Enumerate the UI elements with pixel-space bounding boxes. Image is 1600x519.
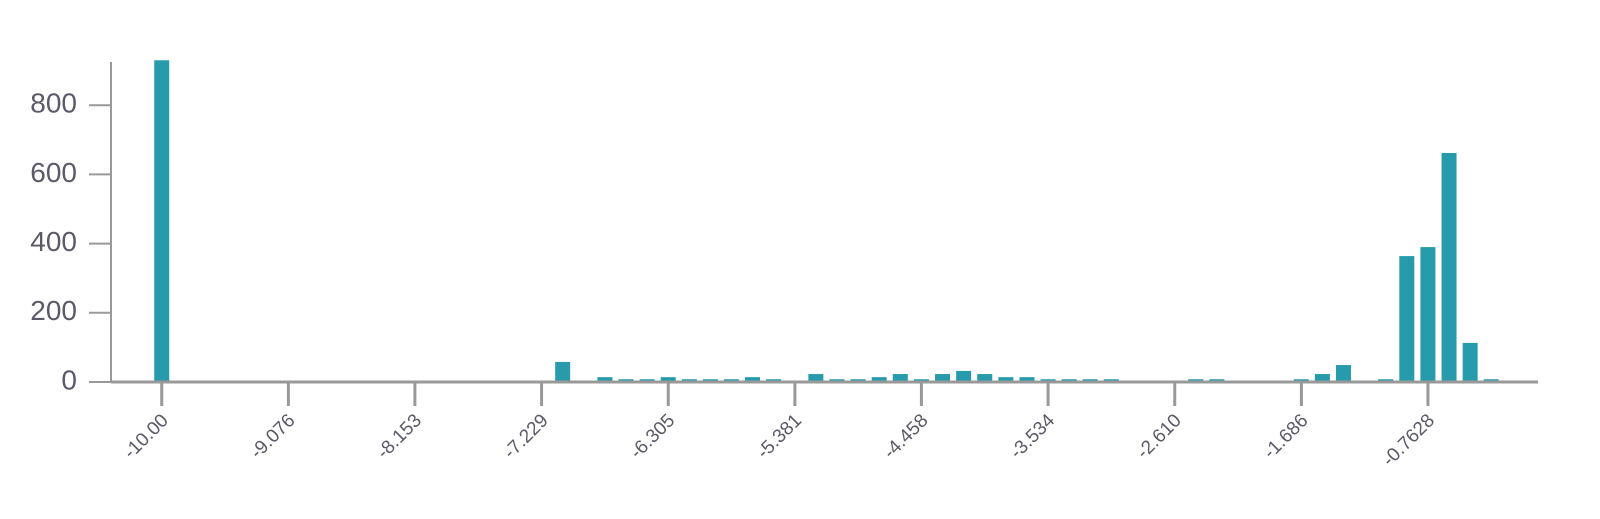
x-tick-label: -9.076 — [247, 410, 300, 463]
bar — [808, 374, 824, 382]
bar — [555, 361, 571, 382]
bar — [1462, 342, 1478, 382]
x-tick-label: -4.458 — [880, 410, 933, 463]
bar — [660, 377, 676, 382]
bar — [1019, 377, 1035, 382]
x-tick-label: -5.381 — [753, 410, 806, 463]
x-tick-label: -3.534 — [1006, 410, 1059, 463]
x-tick-label: -10.00 — [120, 410, 173, 463]
y-tick-label: 0 — [61, 364, 77, 395]
bar — [1420, 247, 1436, 382]
x-tick-label: -8.153 — [373, 410, 426, 463]
bar — [892, 374, 908, 382]
x-tick-label: -7.229 — [500, 410, 553, 463]
bar — [745, 377, 761, 382]
bar — [154, 60, 170, 383]
bar — [935, 374, 951, 382]
bar — [1335, 365, 1351, 382]
x-tick-label: -6.305 — [626, 410, 679, 463]
y-tick-label: 800 — [30, 88, 77, 119]
bar — [1441, 152, 1457, 382]
bar — [1314, 374, 1330, 382]
bar — [998, 377, 1014, 382]
x-tick-label: -2.610 — [1133, 410, 1186, 463]
bar — [956, 370, 972, 382]
y-tick-label: 600 — [30, 157, 77, 188]
x-tick-label: -0.7628 — [1379, 410, 1439, 470]
bar — [597, 377, 613, 382]
bar — [1399, 256, 1415, 382]
y-tick-label: 400 — [30, 226, 77, 257]
x-tick-label: -1.686 — [1260, 410, 1313, 463]
y-tick-label: 200 — [30, 295, 77, 326]
bar — [977, 374, 993, 382]
bar — [871, 377, 887, 382]
